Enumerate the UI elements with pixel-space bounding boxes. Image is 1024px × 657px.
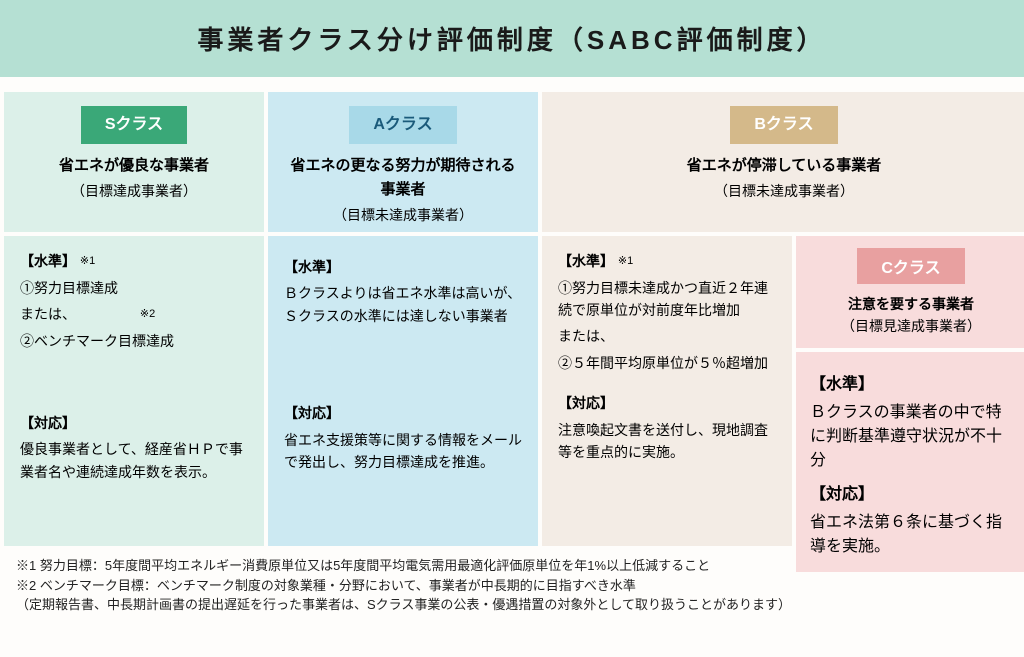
b-l3: ②５年間平均原単位が５％超増加 (558, 352, 776, 374)
s-note2: ※2 (140, 308, 155, 320)
s-header: Sクラス 省エネが優良な事業者 （目標達成事業者） (4, 92, 264, 232)
s-note1: ※1 (80, 255, 95, 267)
a-sub: （目標未達成事業者） (284, 204, 522, 226)
b-sub: （目標未達成事業者） (558, 180, 1010, 202)
s-body: 【水準】 ※1 ①努力目標達成 または、 ※2 ②ベンチマーク目標達成 【対応】… (4, 236, 264, 546)
b-header: Bクラス 省エネが停滞している事業者 （目標未達成事業者） (542, 92, 1024, 232)
a-body: 【水準】 Ｂクラスよりは省エネ水準は高いが、Ｓクラスの水準には達しない事業者 【… (268, 236, 538, 546)
footnote-2: ※2 ベンチマーク目標：ベンチマーク制度の対象業種・分野において、事業者が中長期… (16, 576, 1008, 596)
a-desc: 省エネの更なる努力が期待される事業者 (284, 154, 522, 202)
b-note1: ※1 (618, 255, 633, 267)
c-action-label: 【対応】 (810, 480, 1012, 504)
s-level-label: 【水準】 (20, 253, 76, 269)
c-level: Ｂクラスの事業者の中で特に判断基準遵守状況が不十分 (810, 398, 1012, 470)
s-action: 優良事業者として、経産省ＨＰで事業者名や連続達成年数を表示。 (20, 438, 248, 483)
page-title: 事業者クラス分け評価制度（SABC評価制度） (0, 20, 1024, 57)
a-badge: Aクラス (349, 106, 456, 144)
title-bar: 事業者クラス分け評価制度（SABC評価制度） (0, 0, 1024, 77)
c-badge: Cクラス (857, 248, 964, 284)
a-level-label: 【水準】 (284, 256, 522, 278)
s-l1: ①努力目標達成 (20, 277, 248, 299)
s-action-label: 【対応】 (20, 412, 248, 434)
b-l1: ①努力目標未達成かつ直近２年連続で原単位が対前度年比増加 (558, 277, 776, 322)
b-level-label: 【水準】 (558, 253, 614, 269)
b-l2: または、 (558, 325, 776, 347)
c-column: Cクラス 注意を要する事業者 （目標見達成事業者） 【水準】 Ｂクラスの事業者の… (796, 236, 1024, 546)
b-badge: Bクラス (730, 106, 837, 144)
s-l2: または、 (20, 306, 76, 322)
a-action-label: 【対応】 (284, 402, 522, 424)
b-desc: 省エネが停滞している事業者 (558, 154, 1010, 178)
s-desc: 省エネが優良な事業者 (20, 154, 248, 178)
b-body: 【水準】 ※1 ①努力目標未達成かつ直近２年連続で原単位が対前度年比増加 または… (542, 236, 792, 546)
a-action: 省エネ支援策等に関する情報をメールで発出し、努力目標達成を推進。 (284, 429, 522, 474)
c-sub: （目標見達成事業者） (810, 316, 1012, 336)
c-body: 【水準】 Ｂクラスの事業者の中で特に判断基準遵守状況が不十分 【対応】 省エネ法… (796, 352, 1024, 572)
b-action: 注意喚起文書を送付し、現地調査等を重点的に実施。 (558, 419, 776, 464)
s-l3: ②ベンチマーク目標達成 (20, 330, 248, 352)
c-level-label: 【水準】 (810, 370, 1012, 394)
a-level: Ｂクラスよりは省エネ水準は高いが、Ｓクラスの水準には達しない事業者 (284, 282, 522, 327)
footnote-3: （定期報告書、中長期計画書の提出遅延を行った事業者は、Sクラス事業の公表・優遇措… (16, 595, 1008, 615)
class-grid: Sクラス 省エネが優良な事業者 （目標達成事業者） Aクラス 省エネの更なる努力… (0, 92, 1024, 546)
c-header: Cクラス 注意を要する事業者 （目標見達成事業者） (796, 236, 1024, 348)
b-action-label: 【対応】 (558, 392, 776, 414)
s-badge: Sクラス (81, 106, 187, 144)
s-sub: （目標達成事業者） (20, 180, 248, 202)
a-header: Aクラス 省エネの更なる努力が期待される事業者 （目標未達成事業者） (268, 92, 538, 232)
c-action: 省エネ法第６条に基づく指導を実施。 (810, 508, 1012, 556)
c-desc: 注意を要する事業者 (810, 294, 1012, 314)
